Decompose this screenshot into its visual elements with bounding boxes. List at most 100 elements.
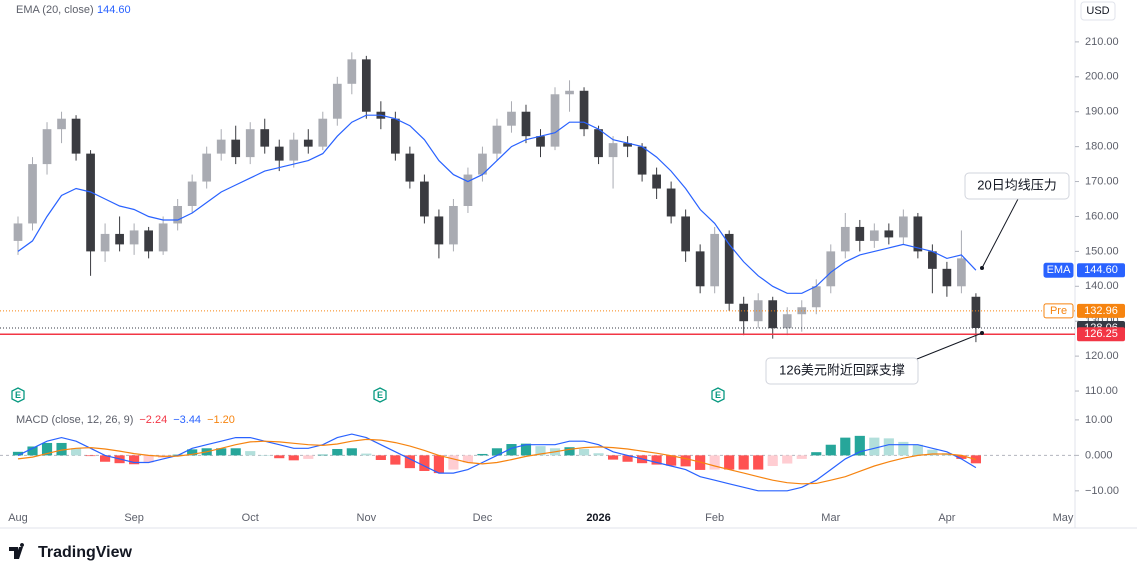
candle-body bbox=[826, 251, 836, 287]
price-label-name: EMA bbox=[1047, 264, 1072, 276]
macd-histogram-bar bbox=[448, 455, 459, 470]
x-tick-label: Feb bbox=[705, 512, 724, 524]
x-tick-label: Aug bbox=[8, 512, 28, 524]
ema-legend-value: 144.60 bbox=[97, 4, 131, 16]
candle-body bbox=[536, 136, 545, 147]
candle-body bbox=[86, 153, 95, 252]
candle-body bbox=[260, 129, 270, 147]
macd-histogram-bar bbox=[70, 448, 82, 456]
y-tick-label: 140.00 bbox=[1085, 280, 1119, 292]
macd-histogram-bar bbox=[607, 455, 619, 460]
annotation-box bbox=[964, 172, 1070, 200]
currency-box[interactable] bbox=[1080, 1, 1116, 21]
svg-text:E: E bbox=[15, 390, 21, 400]
candle-body bbox=[347, 59, 357, 84]
macd-histogram-bar bbox=[680, 455, 691, 467]
macd-histogram-bar bbox=[709, 455, 720, 470]
candle-body bbox=[420, 181, 429, 217]
price-label-name: Pre bbox=[1050, 305, 1067, 317]
macd-histogram-bar bbox=[85, 455, 96, 457]
macd-histogram-bar bbox=[361, 453, 372, 456]
ema-line bbox=[17, 114, 977, 294]
candle-body bbox=[579, 90, 589, 130]
macd-histogram-bar bbox=[491, 448, 503, 456]
y-tick-label: 150.00 bbox=[1085, 245, 1119, 257]
candle-body bbox=[115, 233, 124, 245]
macd-histogram-bar bbox=[230, 448, 241, 456]
x-tick-label: Mar bbox=[821, 512, 840, 524]
price-label-box bbox=[1077, 327, 1125, 342]
macd-histogram-bar bbox=[854, 435, 865, 456]
ema-legend: EMA (20, close) bbox=[16, 4, 94, 16]
candle-body bbox=[971, 296, 981, 328]
candle-body bbox=[768, 300, 778, 329]
price-label-box bbox=[1077, 303, 1125, 318]
candle-body bbox=[739, 303, 749, 322]
y-tick-label: 0.000 bbox=[1085, 449, 1113, 461]
candle-body bbox=[884, 230, 894, 238]
y-tick-label: 210.00 bbox=[1085, 36, 1119, 48]
candle-body bbox=[42, 129, 52, 165]
candle-body bbox=[231, 139, 241, 158]
macd-histogram-bar bbox=[390, 455, 401, 465]
macd-histogram-bar bbox=[41, 442, 53, 456]
candle-body bbox=[855, 226, 865, 241]
macd-histogram-bar bbox=[259, 455, 270, 456]
candle-body bbox=[216, 139, 226, 154]
candle-body bbox=[957, 258, 966, 287]
y-tick-label: 160.00 bbox=[1085, 210, 1119, 222]
macd-histogram-bar bbox=[288, 455, 299, 461]
candle-body bbox=[57, 118, 66, 130]
candle-body bbox=[710, 233, 720, 287]
candle-body bbox=[695, 251, 705, 287]
x-tick-label: Dec bbox=[473, 512, 493, 524]
macd-histogram-bar bbox=[535, 446, 546, 456]
macd-histogram-bar bbox=[346, 448, 357, 456]
annotation-arrow bbox=[981, 198, 1019, 269]
y-tick-label: 10.00 bbox=[1085, 414, 1113, 426]
candle-body bbox=[13, 223, 23, 241]
macd-histogram-bar bbox=[12, 451, 24, 456]
macd-histogram-bar bbox=[506, 444, 517, 456]
candle-body bbox=[187, 181, 197, 206]
macd-histogram-bar bbox=[419, 455, 430, 471]
annotation-text: 20日均线压力 bbox=[977, 177, 1056, 192]
candle-body bbox=[449, 205, 458, 245]
candle-body bbox=[289, 139, 299, 161]
earnings-icons: E E E bbox=[11, 387, 725, 403]
macd-histogram-bar bbox=[303, 455, 314, 459]
macd-histogram-bar bbox=[462, 455, 474, 463]
candle-body bbox=[594, 129, 603, 158]
candle-body bbox=[463, 174, 473, 206]
candle-body bbox=[942, 268, 952, 287]
candle-body bbox=[492, 125, 502, 154]
y-tick-label: 190.00 bbox=[1085, 106, 1119, 118]
price-label: 126.25 bbox=[1084, 328, 1118, 340]
candle-body bbox=[158, 223, 168, 252]
macd-histogram-bar bbox=[767, 455, 778, 467]
macd-line bbox=[17, 438, 977, 485]
macd-histogram-bar bbox=[375, 455, 386, 460]
candle-body bbox=[565, 90, 574, 95]
macd-histogram-bar bbox=[187, 449, 198, 456]
price-label: 144.60 bbox=[1084, 264, 1118, 276]
candle-body bbox=[332, 83, 342, 119]
price-label-name-box bbox=[1043, 303, 1074, 319]
candle-body bbox=[71, 118, 81, 154]
macd-histogram-bar bbox=[245, 451, 256, 456]
annotation-dot bbox=[980, 331, 984, 335]
macd-histogram-bar bbox=[129, 455, 140, 465]
candle-body bbox=[361, 59, 371, 112]
macd-histogram-bar bbox=[869, 437, 880, 456]
candle-body bbox=[608, 143, 618, 158]
macd-histogram-bar bbox=[840, 437, 851, 456]
y-tick-label: 200.00 bbox=[1085, 71, 1119, 83]
currency[interactable]: USD bbox=[1086, 5, 1109, 17]
macd-histogram-bar bbox=[404, 455, 415, 469]
legend-item: −3.44 bbox=[173, 414, 201, 426]
candle-body bbox=[681, 216, 690, 252]
macd-histogram-bar bbox=[825, 444, 836, 456]
macd-histogram-bar bbox=[927, 449, 938, 456]
candle-body bbox=[405, 153, 415, 182]
